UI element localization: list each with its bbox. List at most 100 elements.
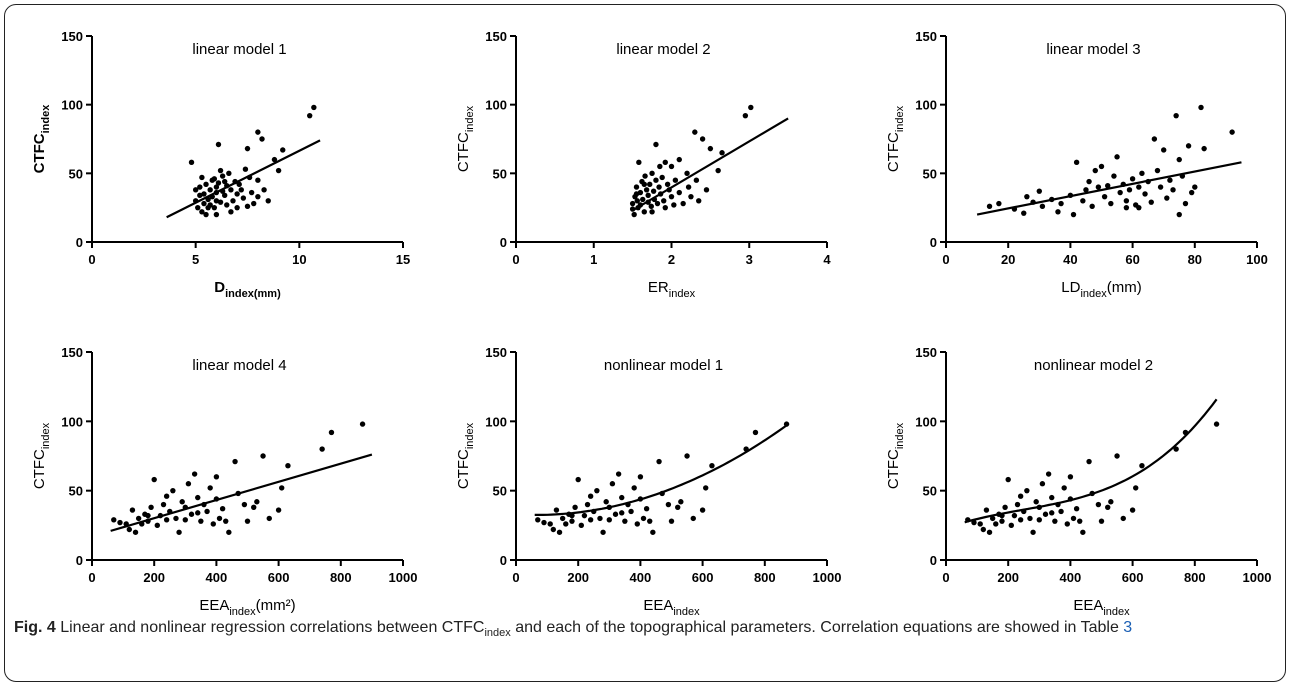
data-point	[983, 507, 990, 513]
data-point	[328, 429, 335, 436]
data-point	[224, 202, 230, 208]
x-tick-label: 2	[668, 252, 675, 267]
data-point	[151, 476, 157, 483]
y-tick-label: 100	[485, 98, 507, 113]
data-point	[1176, 211, 1182, 218]
data-point	[132, 529, 139, 535]
data-point	[163, 517, 170, 523]
data-point	[219, 173, 226, 179]
data-point	[1182, 429, 1189, 436]
data-point	[719, 150, 725, 156]
data-point	[1083, 187, 1089, 193]
data-point	[637, 474, 644, 480]
data-point	[215, 141, 222, 148]
data-point	[1142, 191, 1148, 197]
y-tick-label: 100	[61, 98, 83, 113]
data-point	[668, 163, 675, 170]
y-tick-label: 50	[493, 484, 507, 499]
data-point	[684, 170, 690, 177]
data-point	[633, 184, 640, 190]
data-point	[201, 191, 207, 197]
data-point	[643, 505, 650, 512]
data-point	[261, 187, 267, 193]
data-point	[581, 512, 588, 519]
data-point	[1145, 178, 1151, 185]
data-point	[1067, 192, 1074, 199]
y-tick-label: 50	[923, 166, 937, 181]
data-point	[629, 200, 636, 207]
data-point	[266, 515, 272, 522]
data-point	[636, 159, 642, 166]
data-point	[1198, 104, 1204, 111]
data-point	[1089, 203, 1095, 209]
x-tick-label: 1000	[1243, 570, 1272, 585]
y-tick-label: 150	[485, 345, 507, 360]
data-point	[129, 507, 136, 513]
data-point	[226, 529, 232, 535]
data-point	[662, 159, 668, 166]
data-point	[1027, 515, 1033, 522]
data-point	[783, 421, 790, 427]
data-point	[1185, 143, 1192, 149]
data-point	[1114, 154, 1120, 160]
y-tick-label: 0	[76, 553, 83, 568]
data-point	[1080, 198, 1086, 204]
data-point	[597, 515, 603, 522]
data-point	[248, 189, 255, 196]
data-point	[1120, 515, 1126, 522]
data-point	[255, 129, 261, 135]
fit-curve	[534, 424, 788, 516]
data-point	[1139, 170, 1145, 177]
data-point	[1136, 184, 1142, 190]
data-point	[213, 211, 220, 218]
data-point	[647, 518, 653, 524]
x-tick-label: 600	[692, 570, 714, 585]
data-point	[965, 517, 971, 523]
data-point	[1139, 463, 1145, 469]
caption-text-sub: index	[484, 627, 511, 640]
data-point	[1213, 421, 1220, 427]
data-point	[1042, 511, 1049, 517]
data-point	[223, 518, 229, 524]
data-point	[1170, 187, 1176, 193]
caption-table-link[interactable]: 3	[1123, 619, 1133, 636]
data-point	[1101, 193, 1108, 200]
data-point	[634, 521, 640, 527]
data-point	[1176, 156, 1182, 163]
data-point	[1021, 508, 1027, 515]
data-point	[207, 187, 213, 193]
data-point	[1123, 204, 1130, 211]
data-point	[1039, 203, 1046, 209]
fit-line	[166, 139, 321, 219]
data-point	[688, 193, 694, 200]
x-tick-label: 400	[206, 570, 228, 585]
data-point	[685, 184, 692, 190]
data-point	[631, 211, 637, 218]
data-point	[1049, 510, 1055, 516]
y-axis-label: CTFCindex	[455, 105, 476, 172]
caption-text-after: and each of the topographical parameters…	[510, 619, 1124, 636]
data-point	[615, 471, 622, 477]
data-point	[244, 145, 251, 152]
chart-title: linear model 2	[616, 41, 710, 58]
data-point	[606, 517, 612, 523]
data-point	[157, 512, 164, 519]
y-tick-label: 0	[500, 235, 507, 250]
data-point	[1049, 196, 1055, 203]
data-point	[1098, 518, 1105, 524]
data-point	[1017, 517, 1024, 523]
data-point	[216, 515, 223, 522]
x-tick-label: 40	[1063, 252, 1077, 267]
data-point	[1011, 512, 1018, 519]
data-point	[587, 493, 594, 499]
data-point	[260, 453, 266, 459]
data-point	[547, 521, 553, 527]
data-point	[213, 496, 220, 502]
data-point	[279, 485, 285, 491]
data-point	[977, 521, 983, 527]
data-point	[572, 504, 578, 511]
data-point	[642, 173, 648, 179]
data-point	[205, 204, 211, 211]
data-point	[671, 202, 677, 208]
data-point	[1039, 481, 1046, 487]
